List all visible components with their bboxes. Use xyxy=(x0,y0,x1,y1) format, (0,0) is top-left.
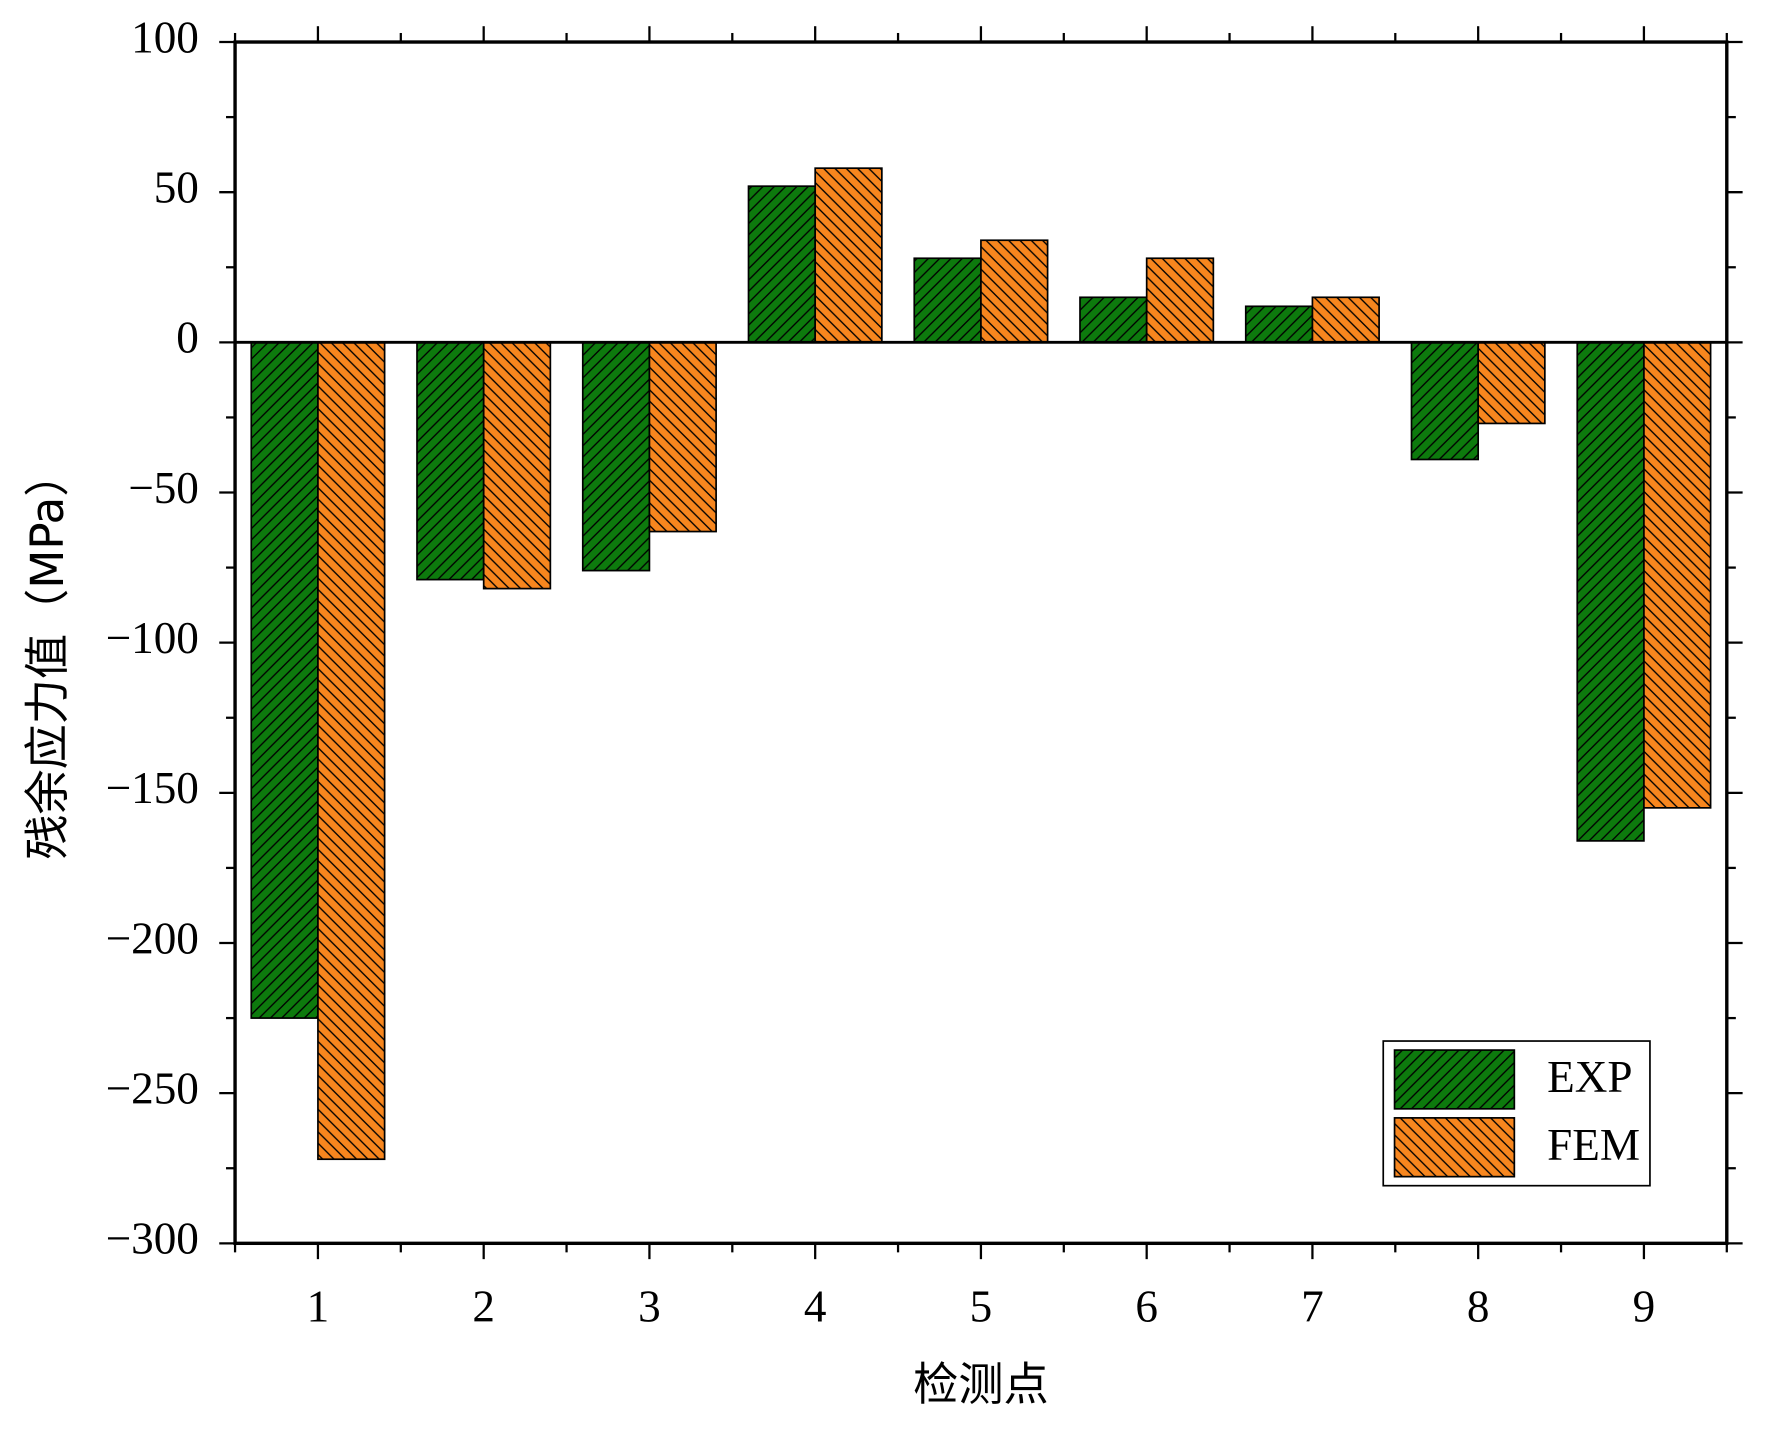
x-axis-label: 检测点 xyxy=(913,1358,1049,1411)
bar xyxy=(482,341,552,590)
y-tick-label: −50 xyxy=(128,463,199,513)
y-axis-label: 残余应力值（MPa） xyxy=(21,452,74,860)
bar xyxy=(1079,296,1148,344)
y-tick-label: 100 xyxy=(131,12,199,62)
bar xyxy=(648,341,717,533)
bar xyxy=(980,239,1049,344)
bar xyxy=(1410,341,1480,461)
bar xyxy=(250,341,319,1019)
x-tick-label: 6 xyxy=(1135,1282,1158,1332)
y-tick-label: 50 xyxy=(154,163,199,213)
bar xyxy=(913,257,982,344)
bar xyxy=(814,167,883,344)
x-tick-label: 5 xyxy=(970,1282,993,1332)
bar xyxy=(317,341,386,1161)
bar xyxy=(416,341,485,581)
y-tick-label: 0 xyxy=(176,313,199,363)
legend-label: EXP xyxy=(1547,1052,1632,1102)
bar xyxy=(1244,305,1314,344)
bar xyxy=(1145,257,1215,344)
x-tick-label: 4 xyxy=(804,1282,827,1332)
legend-label: FEM xyxy=(1547,1120,1640,1170)
x-tick-label: 8 xyxy=(1467,1282,1490,1332)
bar xyxy=(1311,296,1380,344)
legend-swatch xyxy=(1393,1049,1516,1110)
y-tick-label: −150 xyxy=(106,763,199,813)
y-tick-label: −100 xyxy=(106,613,199,663)
plot-frame xyxy=(233,40,1729,1246)
bar xyxy=(1643,341,1712,809)
x-tick-label: 7 xyxy=(1301,1282,1324,1332)
y-tick-label: −200 xyxy=(106,913,199,963)
bar xyxy=(1576,341,1645,842)
bar xyxy=(1477,341,1546,425)
y-tick-label: −250 xyxy=(106,1064,199,1114)
bar xyxy=(747,185,817,344)
x-tick-label: 1 xyxy=(307,1282,330,1332)
x-tick-label: 9 xyxy=(1633,1282,1656,1332)
legend-swatch xyxy=(1393,1117,1516,1178)
y-tick-label: −300 xyxy=(106,1214,199,1264)
bar xyxy=(581,341,651,572)
x-tick-label: 3 xyxy=(638,1282,661,1332)
x-tick-label: 2 xyxy=(472,1282,495,1332)
